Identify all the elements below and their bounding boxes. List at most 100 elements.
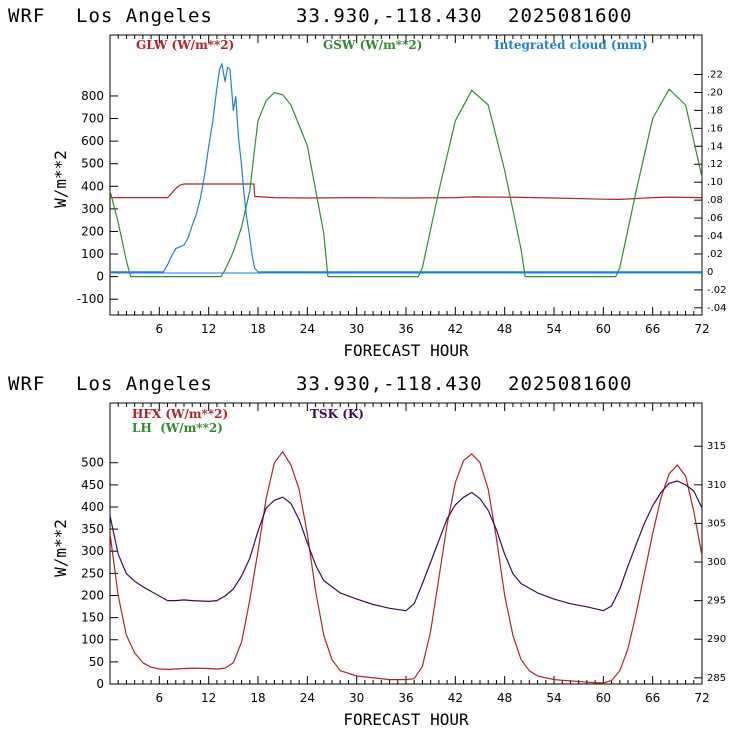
y2-tick-label: .16: [707, 123, 723, 134]
bottom-x-ticks: 6 12 18 24 30 36 42 48 54 60 66 72: [117, 403, 710, 705]
x-tick-label: 24: [300, 322, 315, 336]
bottom-series: [109, 451, 703, 684]
y-tick-label: 300: [81, 544, 104, 558]
y2-tick-label: .20: [707, 87, 723, 98]
bottom-y2-ticks: 285 290 295 300 305 310 315: [694, 441, 726, 684]
series-line-tsk-k: [109, 480, 703, 612]
bottom-title-coords: 33.930,-118.430: [296, 373, 483, 395]
top-x-ticks: 6 12 18 24 30 36 42 48 54 60 66 72: [117, 35, 710, 336]
bottom-title-location: Los Angeles: [76, 373, 213, 395]
x-tick-label: 60: [596, 322, 611, 336]
y-tick-label: 400: [81, 179, 104, 193]
y2-tick-label: .08: [707, 195, 723, 206]
y-tick-label: 150: [81, 611, 104, 625]
x-tick-label: 60: [596, 691, 611, 705]
bottom-title: WRF Los Angeles 33.930,-118.430 20250816…: [8, 373, 632, 395]
x-tick-label: 6: [156, 691, 164, 705]
x-tick-label: 66: [645, 322, 660, 336]
top-title-model: WRF: [8, 5, 45, 27]
x-tick-label: 30: [349, 691, 364, 705]
y-tick-label: 250: [81, 566, 104, 580]
y2-tick-label: -.04: [707, 303, 727, 314]
y2-tick-label: .04: [707, 231, 723, 242]
top-title-location: Los Angeles: [76, 5, 213, 27]
bottom-legend-hfx: HFX (W/m**2): [132, 407, 228, 421]
bottom-y-ticks: 0 50 100 150 200 250 300 350 400 450 500: [81, 456, 118, 691]
y2-tick-label: 285: [707, 673, 726, 684]
bottom-legend-tsk: TSK (K): [310, 407, 364, 421]
x-tick-label: 12: [201, 322, 216, 336]
x-tick-label: 42: [448, 322, 463, 336]
x-tick-label: 30: [349, 322, 364, 336]
x-tick-label: 18: [250, 322, 265, 336]
x-tick-label: 12: [201, 691, 216, 705]
x-tick-label: 42: [448, 691, 463, 705]
x-tick-label: 18: [250, 691, 265, 705]
y2-tick-label: 0: [707, 267, 713, 278]
x-tick-label: 24: [300, 691, 315, 705]
x-tick-label: 6: [156, 322, 164, 336]
y-tick-label: 600: [81, 134, 104, 148]
top-legend-cloud: Integrated cloud (mm): [494, 38, 648, 52]
bottom-y-axis-label: W/m**2: [51, 519, 70, 577]
y-tick-label: 500: [81, 157, 104, 171]
bottom-legend: HFX (W/m**2) LH (W/m**2) TSK (K): [132, 407, 364, 435]
x-tick-label: 66: [645, 691, 660, 705]
bottom-title-date: 2025081600: [508, 373, 632, 395]
top-title-date: 2025081600: [508, 5, 632, 27]
bottom-legend-lh: LH (W/m**2): [132, 421, 223, 435]
x-tick-label: 72: [694, 322, 709, 336]
y-tick-label: 0: [96, 270, 104, 284]
series-line-glw-w-m-2: [110, 183, 703, 200]
top-y-ticks: -100 0 100 200 300 400 500 600 700 800: [77, 89, 118, 306]
y2-tick-label: .12: [707, 159, 723, 170]
y-tick-label: 700: [81, 112, 104, 126]
y-tick-label: 200: [81, 224, 104, 238]
x-tick-label: 72: [694, 691, 709, 705]
y-tick-label: 300: [81, 202, 104, 216]
y2-tick-label: 295: [707, 596, 726, 607]
bottom-plot-frame: [109, 402, 703, 685]
y-tick-label: -100: [77, 292, 104, 306]
y-tick-label: 200: [81, 588, 104, 602]
y-tick-label: 800: [81, 89, 104, 103]
x-tick-label: 36: [398, 322, 413, 336]
y-tick-label: 350: [81, 522, 104, 536]
y2-tick-label: .22: [707, 69, 723, 80]
y2-tick-label: 315: [707, 441, 726, 452]
x-tick-label: 54: [546, 691, 561, 705]
y2-tick-label: .10: [707, 177, 723, 188]
top-legend-gsw: GSW (W/m**2): [323, 38, 422, 52]
x-tick-label: 48: [497, 691, 512, 705]
y2-tick-label: 290: [707, 634, 726, 645]
y2-tick-label: .06: [707, 213, 723, 224]
y-tick-label: 500: [81, 456, 104, 470]
y-tick-label: 100: [81, 247, 104, 261]
top-title-coords: 33.930,-118.430: [296, 5, 483, 27]
series-line-hfx-w-m-2: [109, 451, 703, 684]
y2-tick-label: -.02: [707, 285, 727, 296]
bottom-title-model: WRF: [8, 373, 45, 395]
series-line-integrated-cloud-mm: [110, 63, 702, 273]
y2-tick-label: 300: [707, 557, 726, 568]
y2-tick-label: .02: [707, 249, 723, 260]
x-tick-label: 48: [497, 322, 512, 336]
top-title: WRF Los Angeles 33.930,-118.430 20250816…: [8, 5, 632, 27]
top-legend: GLW (W/m**2) GSW (W/m**2) Integrated clo…: [136, 38, 648, 52]
y-tick-label: 100: [81, 633, 104, 647]
y-tick-label: 400: [81, 500, 104, 514]
top-legend-glw: GLW (W/m**2): [136, 38, 234, 52]
y-tick-label: 0: [96, 677, 104, 691]
y2-tick-label: .14: [707, 141, 723, 152]
series-line-gsw-w-m-2: [109, 88, 703, 278]
x-tick-label: 36: [398, 691, 413, 705]
top-y-axis-label: W/m**2: [51, 150, 70, 208]
x-tick-label: 54: [546, 322, 561, 336]
top-y2-ticks: -.04 -.02 0 .02 .04 .06 .08 .10 .12 .14 .16 .18 .20.…: [694, 69, 727, 314]
y-tick-label: 50: [89, 655, 104, 669]
y2-tick-label: 305: [707, 518, 726, 529]
bottom-x-axis-label: FORECAST HOUR: [343, 710, 469, 729]
top-x-axis-label: FORECAST HOUR: [343, 341, 469, 360]
y2-tick-label: 310: [707, 480, 726, 491]
